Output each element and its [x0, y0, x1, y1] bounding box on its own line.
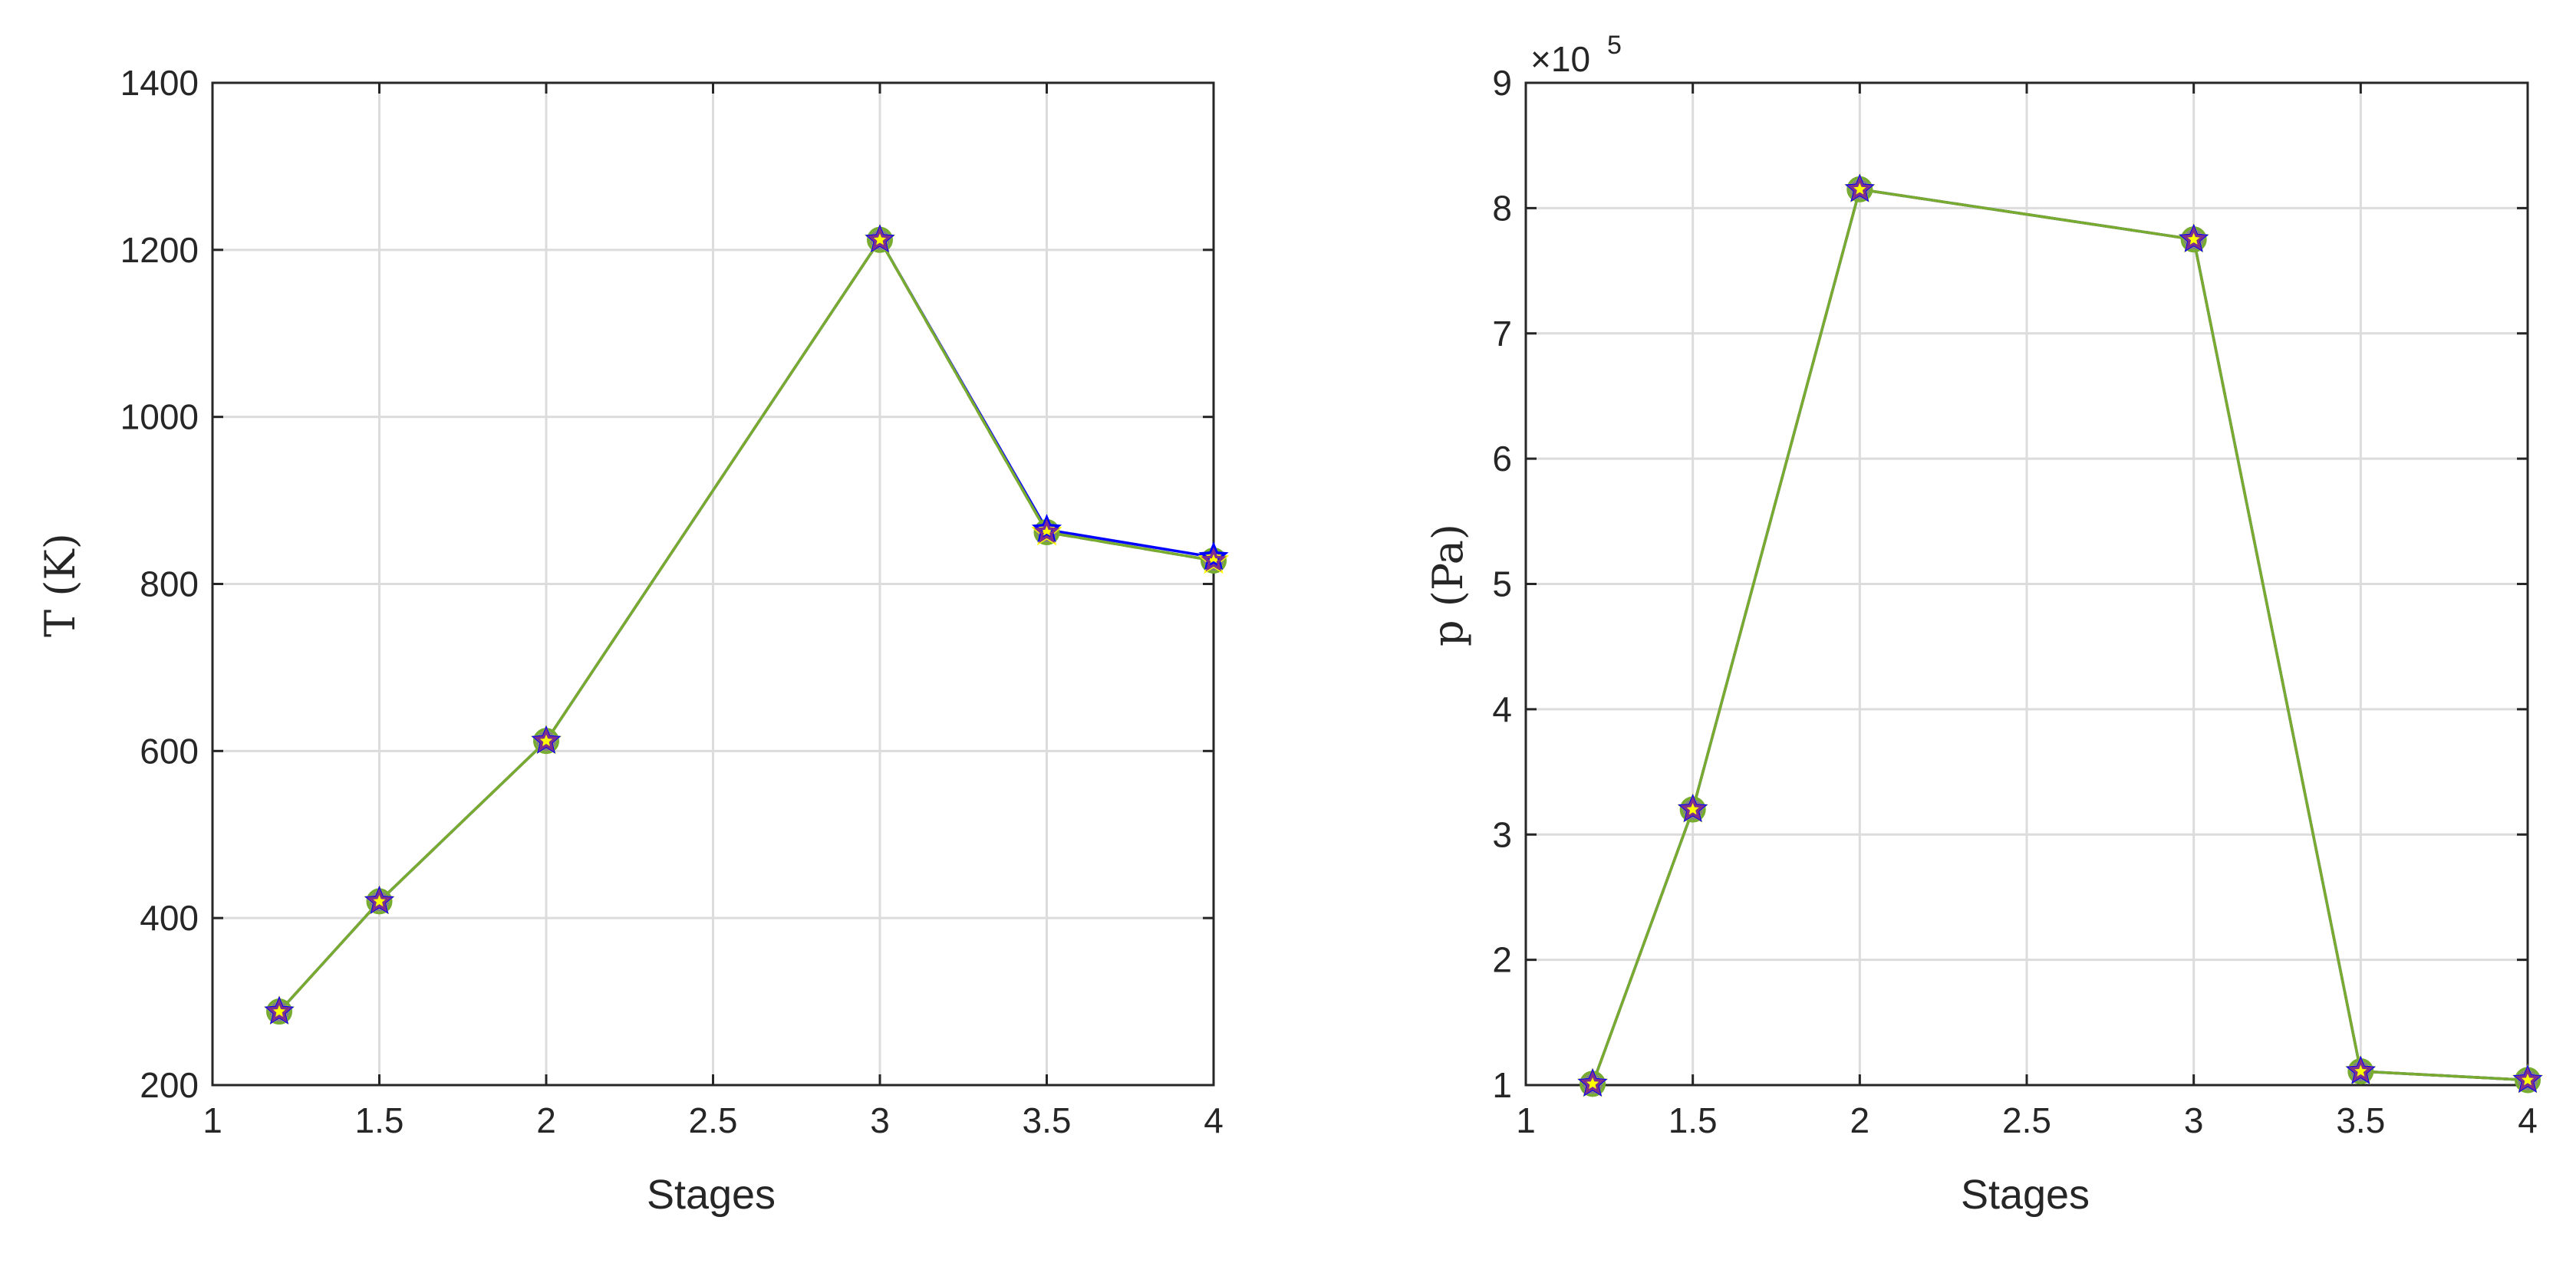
series-lines [278, 238, 1214, 1013]
y-axis-label: p (Pa) [1424, 524, 1472, 646]
x-tick-label: 2 [1850, 1100, 1870, 1140]
series-lines [1591, 188, 2528, 1085]
y-axis-exponent-base: ×10 [1530, 39, 1590, 79]
data-point [1198, 541, 1229, 571]
x-tick-label: 1 [203, 1100, 222, 1140]
x-tick-label: 2.5 [2002, 1100, 2051, 1140]
x-tick-label: 1 [1516, 1100, 1536, 1140]
y-axis-exponent-power: 5 [1607, 31, 1622, 60]
y-tick-label: 400 [140, 898, 199, 938]
series-markers [263, 223, 1230, 1025]
x-tick-label: 3 [870, 1100, 890, 1140]
y-tick-label: 1000 [120, 397, 199, 437]
y-tick-label: 4 [1492, 689, 1512, 729]
x-tick-label: 3 [2184, 1100, 2204, 1140]
series-line [1591, 188, 2528, 1085]
y-tick-label: 200 [140, 1065, 199, 1105]
y-tick-label: 600 [140, 731, 199, 771]
data-point [1201, 547, 1227, 572]
y-tick-label: 5 [1492, 564, 1512, 604]
data-point [1580, 1070, 1606, 1095]
y-tick-label: 8 [1492, 188, 1512, 228]
temperature-panel: T (K) Stages 1 1.5 2 2.5 3 3.5 4 200 400 600 800 10… [36, 63, 1230, 1218]
data-point [1679, 796, 1706, 821]
x-tick-label: 4 [1204, 1100, 1224, 1140]
data-point [533, 727, 559, 752]
x-tick-label: 2 [536, 1100, 556, 1140]
data-point [1033, 518, 1060, 544]
data-point [366, 887, 393, 913]
y-tick-label: 1200 [120, 230, 199, 270]
x-axis-label: Stages [1961, 1172, 2090, 1218]
data-point [1846, 176, 1873, 201]
y-tick-label: 2 [1492, 940, 1512, 980]
series-markers [1576, 173, 2544, 1097]
y-tick-label: 1400 [120, 63, 199, 103]
x-tick-label: 4 [2518, 1100, 2538, 1140]
y-tick-label: 1 [1492, 1065, 1512, 1105]
pressure-panel: p (Pa) Stages ×10 5 1 1.5 2 2.5 3 3.5 4 1 2 3 4 5 6 7… [1424, 31, 2544, 1218]
data-point [2515, 1066, 2541, 1091]
data-point [867, 226, 893, 251]
y-tick-label: 9 [1492, 63, 1512, 103]
data-point [2180, 225, 2207, 251]
y-tick-label: 3 [1492, 814, 1512, 854]
x-tick-label: 1.5 [355, 1100, 404, 1140]
x-tick-label: 3.5 [2336, 1100, 2385, 1140]
series-line [278, 238, 1214, 1013]
x-tick-label: 2.5 [689, 1100, 738, 1140]
y-axis-label: T (K) [36, 533, 84, 637]
y-tick-label: 6 [1492, 439, 1512, 479]
data-point [2347, 1057, 2374, 1083]
y-tick-label: 7 [1492, 314, 1512, 354]
x-tick-label: 3.5 [1023, 1100, 1072, 1140]
x-tick-label: 1.5 [1668, 1100, 1718, 1140]
data-point [266, 998, 292, 1023]
y-tick-label: 800 [140, 564, 199, 604]
x-axis-label: Stages [647, 1172, 776, 1218]
